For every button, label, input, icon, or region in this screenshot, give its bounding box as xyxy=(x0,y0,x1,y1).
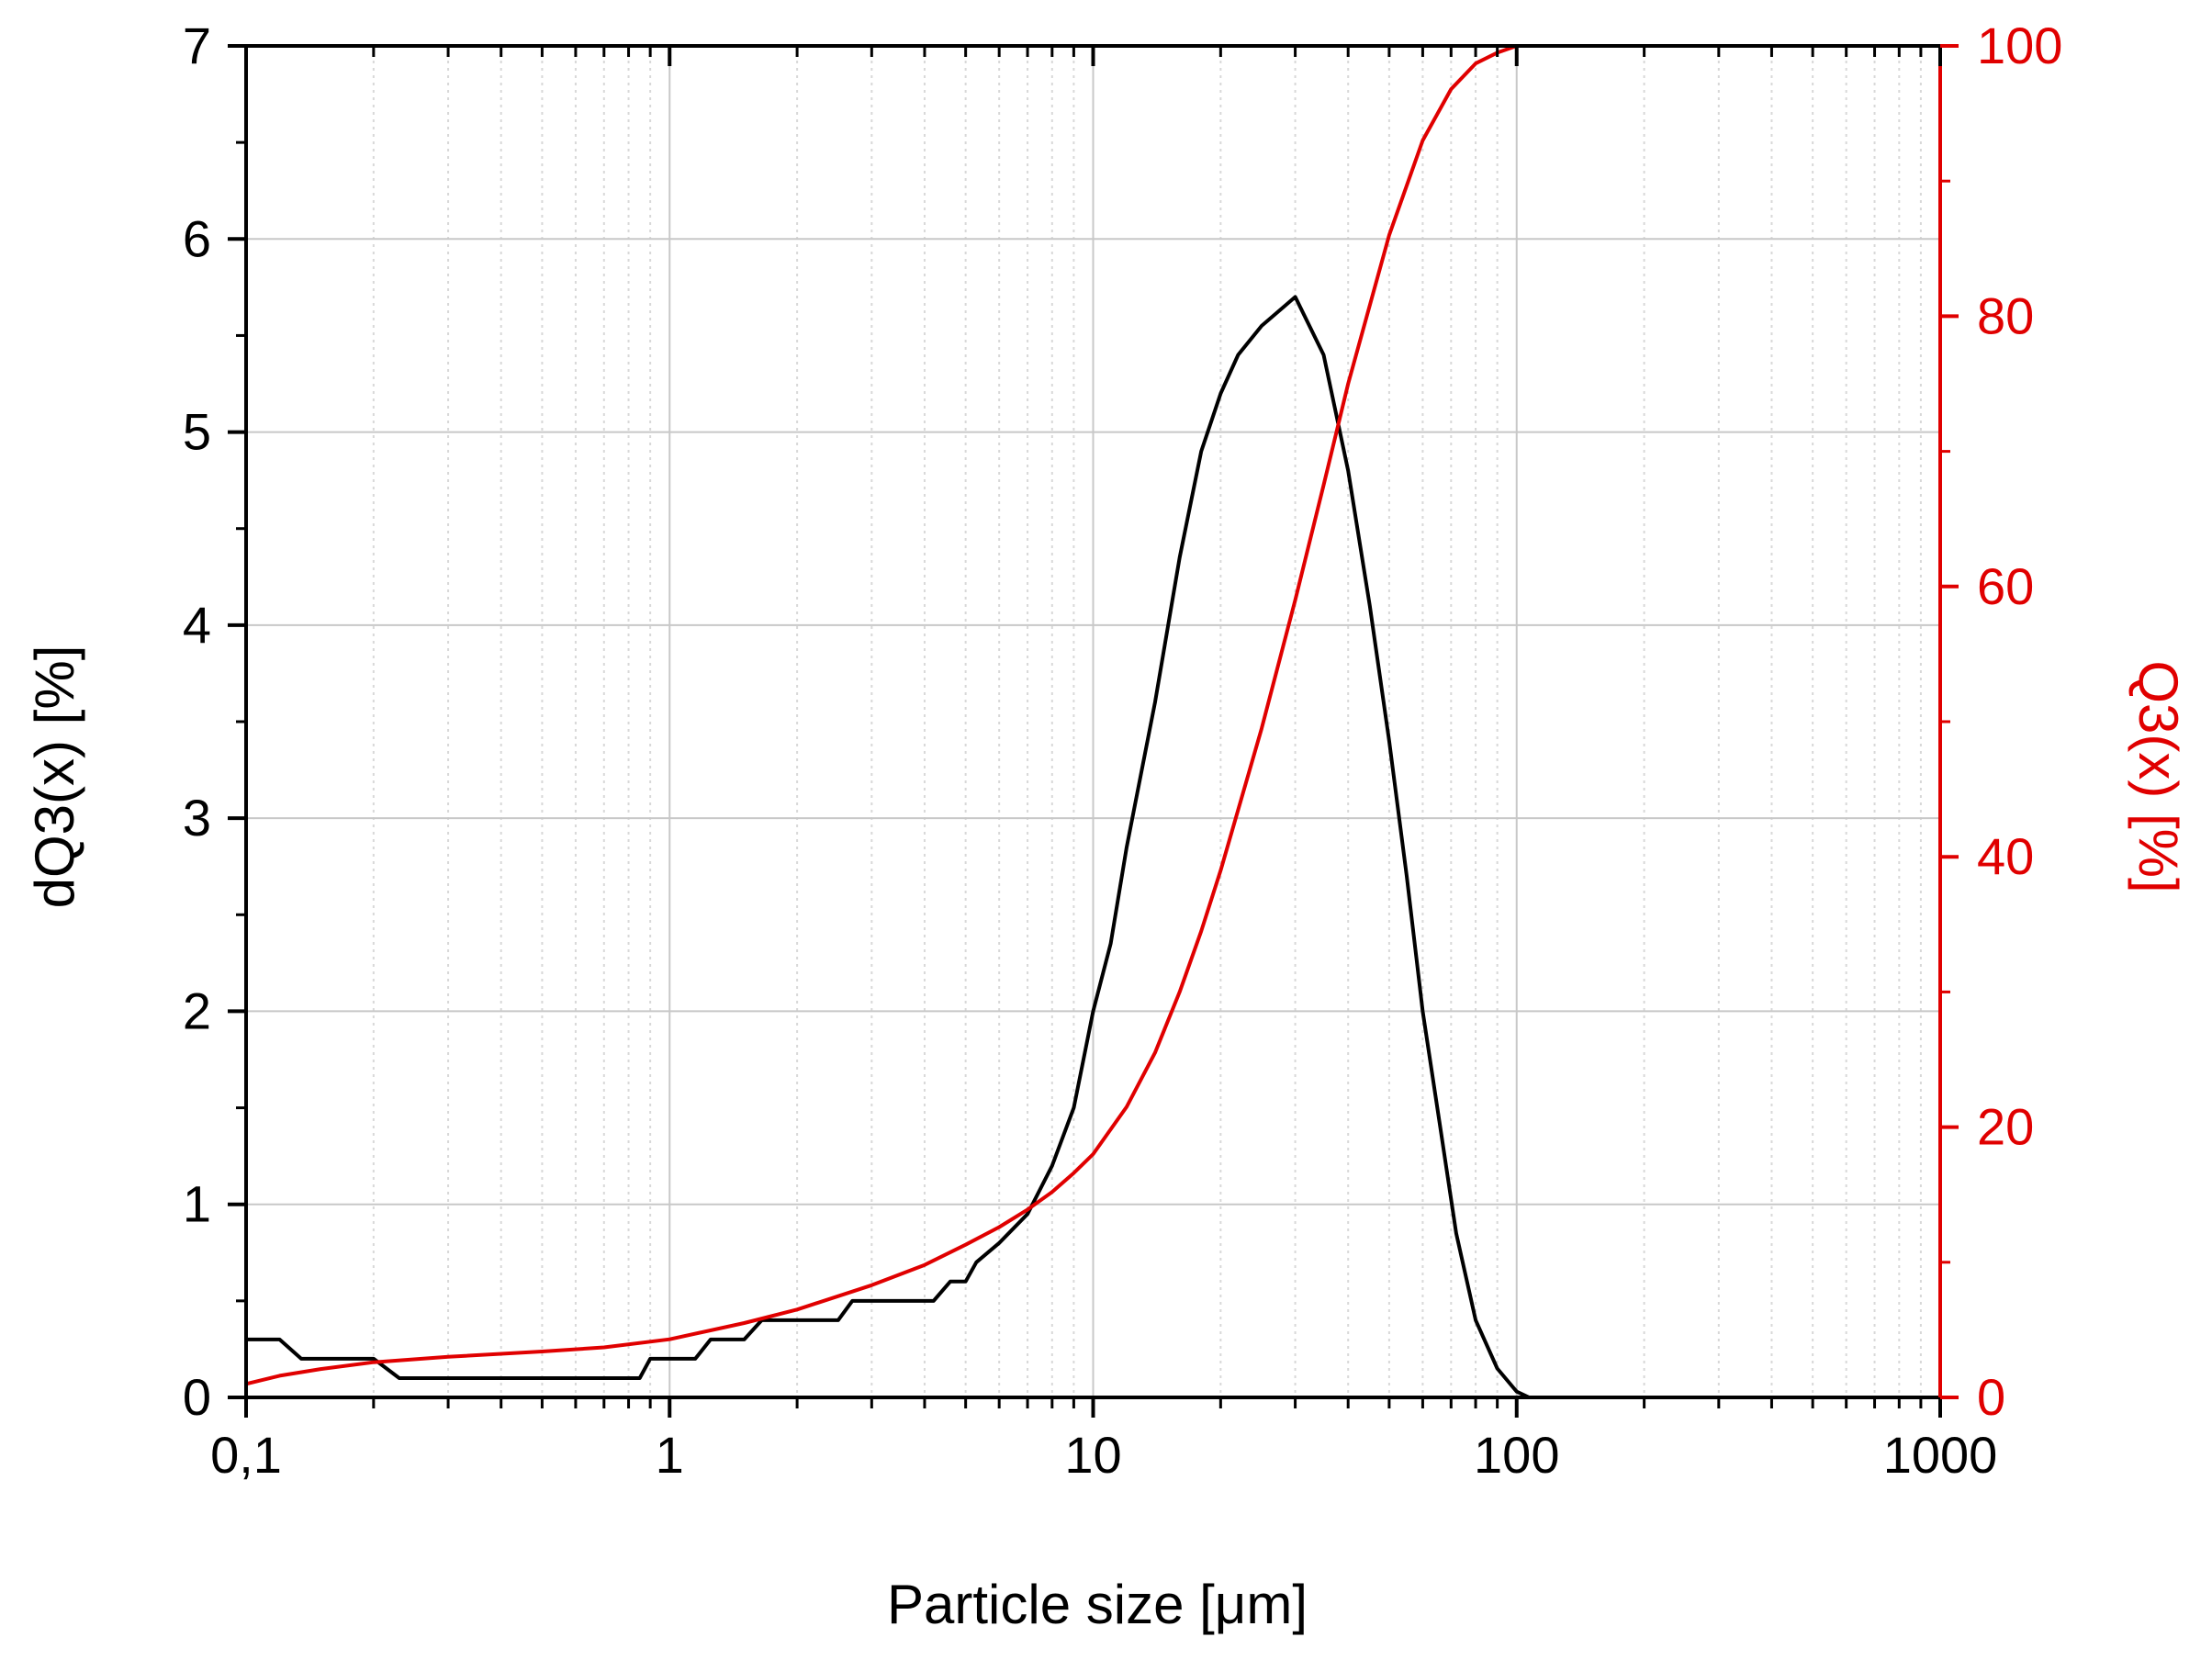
curves xyxy=(245,44,1940,1399)
axes xyxy=(228,44,1959,1418)
x-tick-label: 0,1 xyxy=(210,1426,282,1484)
y-right-tick-label: 0 xyxy=(1977,1368,2005,1426)
x-tick-label: 10 xyxy=(1064,1426,1121,1484)
y-left-tick-label: 3 xyxy=(183,789,211,847)
grid xyxy=(245,45,1941,1398)
y-left-tick-label: 2 xyxy=(183,981,211,1039)
q3-cumulative-line xyxy=(245,44,1940,1386)
y-left-tick-label: 0 xyxy=(183,1368,211,1426)
y-left-axis-title: dQ3(x) [%] xyxy=(24,645,85,909)
y-right-tick-label: 80 xyxy=(1977,286,2034,344)
x-tick-label: 1000 xyxy=(1883,1426,1998,1484)
y-left-tick-label: 1 xyxy=(183,1175,211,1233)
y-left-tick-label: 7 xyxy=(183,17,211,74)
y-left-tick-label: 5 xyxy=(183,403,211,461)
dq3-distribution-line xyxy=(246,295,1531,1399)
y-right-axis-title: Q3(x) [%] xyxy=(2128,660,2189,892)
y-right-tick-label: 20 xyxy=(1977,1098,2034,1156)
x-axis-title: Particle size [μm] xyxy=(887,1574,1308,1635)
x-tick-label: 100 xyxy=(1474,1426,1559,1484)
y-left-tick-label: 4 xyxy=(183,596,211,654)
y-right-tick-label: 100 xyxy=(1977,17,2062,74)
y-left-tick-label: 6 xyxy=(183,209,211,267)
y-right-tick-label: 60 xyxy=(1977,557,2034,615)
x-tick-label: 1 xyxy=(656,1426,684,1484)
y-right-tick-label: 40 xyxy=(1977,827,2034,885)
